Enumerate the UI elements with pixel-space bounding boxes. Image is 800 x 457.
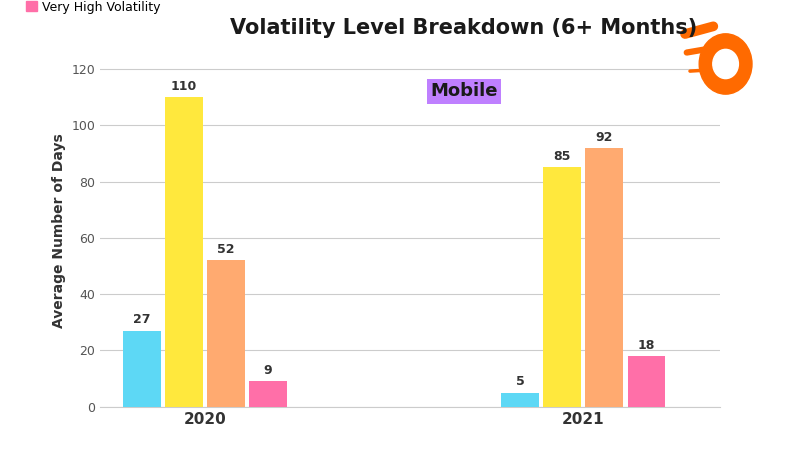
FancyArrowPatch shape: [686, 48, 714, 53]
Bar: [207, 260, 245, 407]
Bar: [543, 167, 582, 407]
Bar: [586, 148, 623, 407]
Bar: [627, 356, 666, 407]
Bar: [165, 97, 203, 407]
Text: 52: 52: [218, 243, 235, 256]
Circle shape: [699, 34, 752, 94]
FancyArrowPatch shape: [690, 69, 714, 71]
Text: 92: 92: [596, 131, 613, 143]
FancyArrowPatch shape: [685, 27, 714, 34]
Text: 9: 9: [264, 364, 273, 377]
Bar: [250, 382, 287, 407]
Circle shape: [713, 49, 738, 79]
Text: 5: 5: [516, 376, 525, 388]
Text: 110: 110: [171, 80, 197, 93]
Legend: Low Volatility, Normal Volatility, High Volatility, Very High Volatility: Low Volatility, Normal Volatility, High …: [26, 0, 160, 14]
Bar: [123, 331, 161, 407]
Bar: [502, 393, 539, 407]
Y-axis label: Average Number of Days: Average Number of Days: [52, 133, 66, 328]
Text: 18: 18: [638, 339, 655, 352]
Text: 27: 27: [134, 314, 150, 326]
Text: Volatility Level Breakdown (6+ Months): Volatility Level Breakdown (6+ Months): [230, 18, 698, 38]
Text: Mobile: Mobile: [430, 82, 498, 100]
Text: 85: 85: [554, 150, 571, 163]
